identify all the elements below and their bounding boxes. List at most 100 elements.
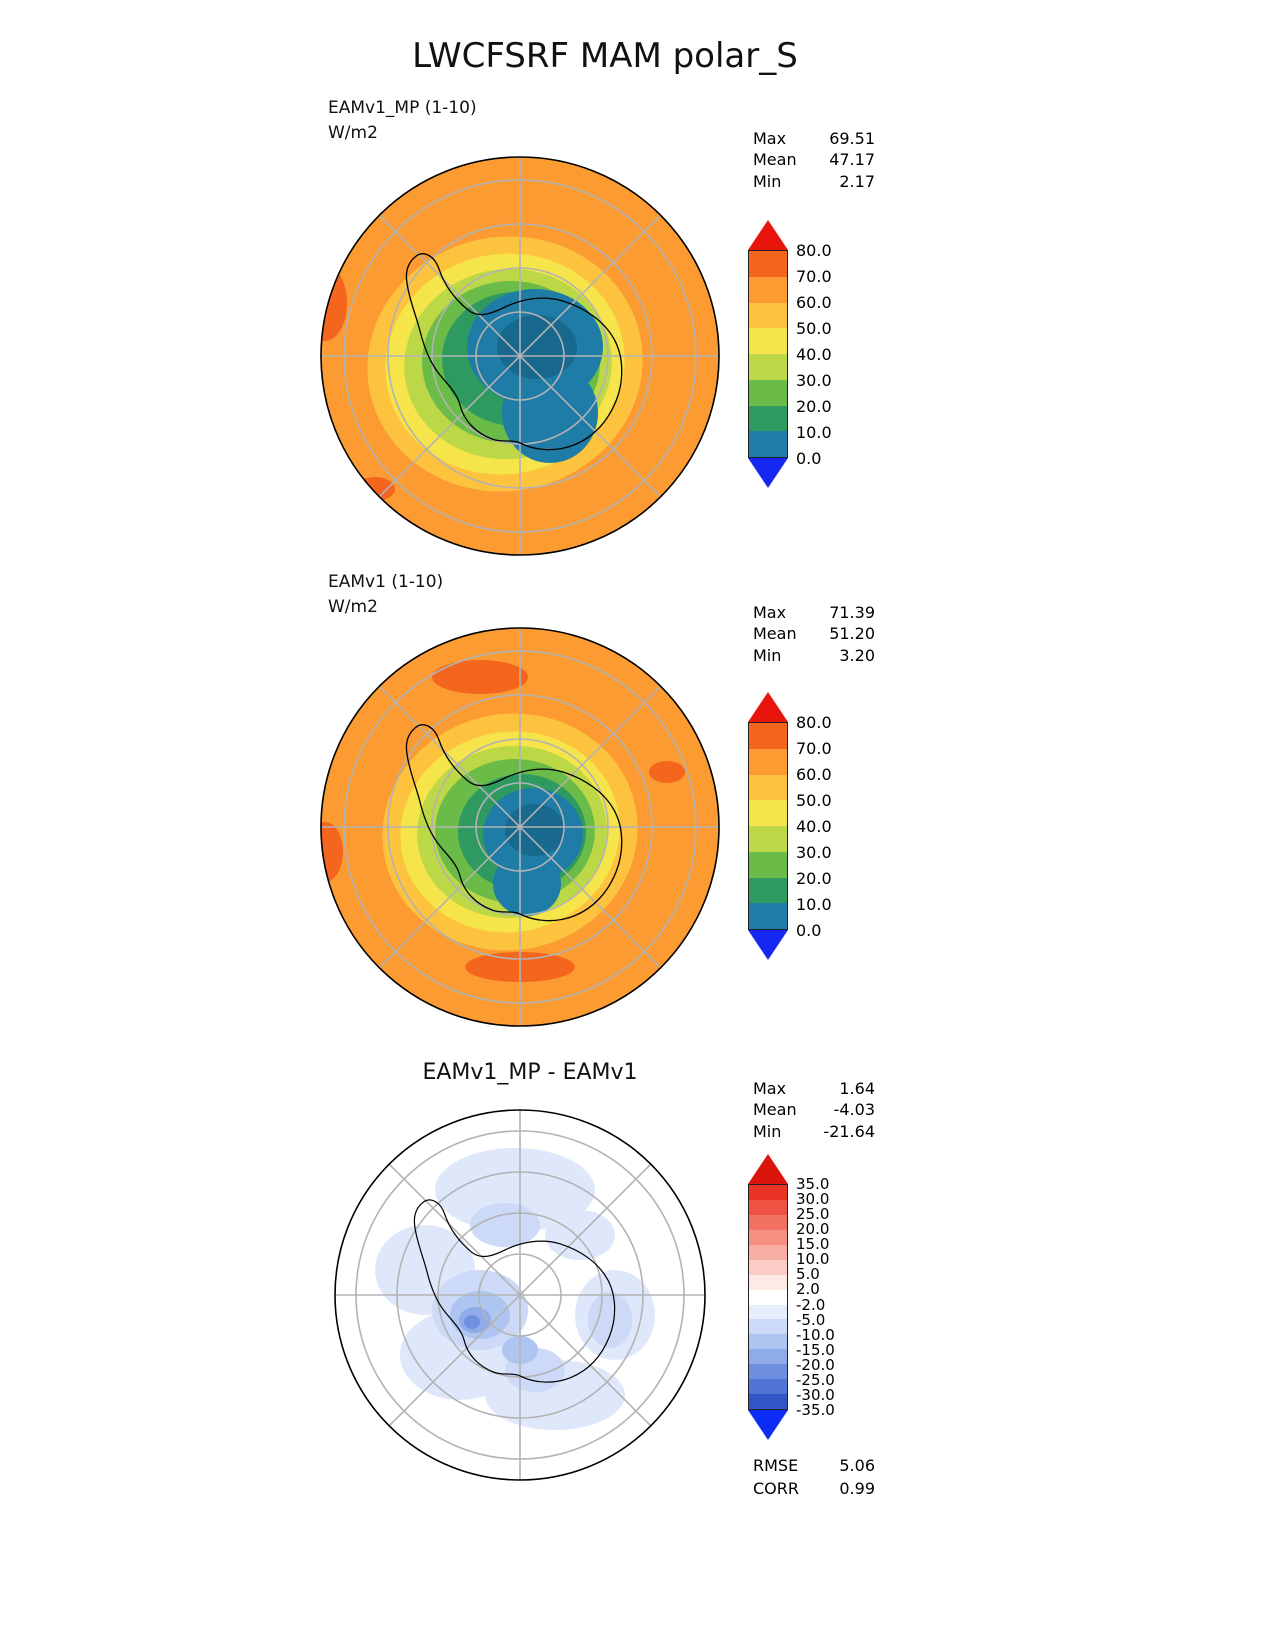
metric-label: RMSE bbox=[753, 1456, 799, 1475]
colorbar-over-arrow bbox=[748, 1154, 788, 1184]
stat-row: Mean 51.20 bbox=[753, 623, 875, 644]
colorbar-segment bbox=[749, 1364, 787, 1380]
colorbar-over-arrow bbox=[748, 692, 788, 722]
antarctica-coastline bbox=[405, 724, 623, 922]
panel2-map bbox=[320, 627, 720, 1027]
panel2-units-label: W/m2 bbox=[328, 596, 378, 617]
panel2-polar-graticule bbox=[321, 628, 719, 1026]
stat-label: Min bbox=[753, 645, 782, 665]
panel2-label: EAMv1 (1-10) W/m2 bbox=[328, 570, 443, 619]
colorbar-segment bbox=[749, 1334, 787, 1350]
panel1-polar-graticule bbox=[321, 157, 719, 555]
stat-label: Min bbox=[753, 1121, 782, 1141]
panel2-colorbar bbox=[748, 692, 788, 960]
colorbar-segment bbox=[749, 1394, 787, 1410]
stat-row: Mean -4.03 bbox=[753, 1099, 875, 1120]
panel1-colorbar-ticks: 80.0 70.0 60.0 50.0 40.0 30.0 20.0 10.0 0.0 bbox=[796, 240, 832, 468]
stat-value: 3.20 bbox=[839, 645, 875, 665]
stat-row: Max 71.39 bbox=[753, 602, 875, 623]
colorbar-segment bbox=[749, 1259, 787, 1275]
colorbar-segment bbox=[749, 251, 787, 277]
panel2-stats: Max 71.39 Mean 51.20 Min 3.20 bbox=[753, 602, 875, 666]
stat-value: 71.39 bbox=[829, 603, 875, 622]
colorbar-segment bbox=[749, 748, 787, 775]
colorbar-segment bbox=[749, 1319, 787, 1335]
panel3-map bbox=[334, 1109, 706, 1481]
metric-value: 0.99 bbox=[839, 1479, 875, 1499]
panel1-map bbox=[320, 156, 720, 556]
panel2-dataset-label: EAMv1 (1-10) bbox=[328, 572, 444, 592]
stat-value: 1.64 bbox=[839, 1079, 875, 1098]
stat-row: Min -21.64 bbox=[753, 1121, 875, 1142]
panel3-colorbar-ticks: 35.0 30.0 25.0 20.0 15.0 10.0 5.0 2.0 -2.0 -5.0 -1… bbox=[796, 1175, 835, 1419]
colorbar-segment bbox=[749, 877, 787, 904]
colorbar-segment bbox=[749, 800, 787, 826]
colorbar-segment bbox=[749, 1349, 787, 1365]
stat-row: Max 69.51 bbox=[753, 128, 875, 149]
panel1-stats: Max 69.51 Mean 47.17 Min 2.17 bbox=[753, 128, 875, 192]
colorbar-segment bbox=[749, 379, 787, 406]
colorbar-segment bbox=[749, 1185, 787, 1200]
panel1-units-label: W/m2 bbox=[328, 122, 378, 143]
colorbar-under-arrow bbox=[748, 458, 788, 488]
map-border bbox=[320, 627, 720, 1027]
stat-value: 51.20 bbox=[829, 624, 875, 644]
stat-label: Mean bbox=[753, 624, 797, 644]
metric-row: CORR 0.99 bbox=[753, 1477, 875, 1500]
colorbar-segment bbox=[749, 276, 787, 303]
colorbar-under-arrow bbox=[748, 930, 788, 960]
panel3-colorbar-bar bbox=[748, 1184, 788, 1410]
stat-value: 47.17 bbox=[829, 150, 875, 170]
metric-label: CORR bbox=[753, 1479, 799, 1499]
colorbar-segment bbox=[749, 1304, 787, 1320]
stat-value: -4.03 bbox=[833, 1100, 875, 1120]
panel1-colorbar-bar bbox=[748, 250, 788, 458]
stat-label: Max bbox=[753, 603, 787, 622]
stat-row: Min 2.17 bbox=[753, 171, 875, 192]
stat-value: 69.51 bbox=[829, 129, 875, 148]
stat-label: Max bbox=[753, 1079, 787, 1098]
colorbar-segment bbox=[749, 1379, 787, 1395]
panel1-dataset-label: EAMv1_MP (1-10) bbox=[328, 98, 477, 118]
colorbar-segment bbox=[749, 1244, 787, 1260]
panel1-label: EAMv1_MP (1-10) W/m2 bbox=[328, 96, 477, 145]
colorbar-segment bbox=[749, 1199, 787, 1215]
stat-label: Max bbox=[753, 129, 787, 148]
antarctica-coastline bbox=[405, 253, 623, 451]
colorbar-segment bbox=[749, 774, 787, 801]
panel2-colorbar-bar bbox=[748, 722, 788, 930]
metric-value: 5.06 bbox=[839, 1456, 875, 1475]
stat-label: Min bbox=[753, 171, 782, 191]
colorbar-segment bbox=[749, 723, 787, 749]
antarctica-coastline bbox=[413, 1199, 616, 1383]
panel3-polar-graticule bbox=[335, 1110, 705, 1480]
panel3-stats: Max 1.64 Mean -4.03 Min -21.64 bbox=[753, 1078, 875, 1142]
colorbar-segment bbox=[749, 405, 787, 432]
colorbar-segment bbox=[749, 302, 787, 329]
figure-title: LWCFSRF MAM polar_S bbox=[412, 36, 798, 76]
map-border bbox=[334, 1109, 706, 1481]
panel3-title: EAMv1_MP - EAMv1 bbox=[422, 1060, 638, 1085]
colorbar-segment bbox=[749, 1274, 787, 1290]
stat-label: Mean bbox=[753, 150, 797, 170]
panel1-colorbar bbox=[748, 220, 788, 488]
stat-value: -21.64 bbox=[823, 1121, 875, 1141]
colorbar-segment bbox=[749, 903, 787, 929]
stat-row: Min 3.20 bbox=[753, 645, 875, 666]
colorbar-segment bbox=[749, 1289, 787, 1305]
colorbar-segment bbox=[749, 1229, 787, 1245]
colorbar-over-arrow bbox=[748, 220, 788, 250]
stat-row: Max 1.64 bbox=[753, 1078, 875, 1099]
map-border bbox=[320, 156, 720, 556]
colorbar-segment bbox=[749, 431, 787, 457]
colorbar-segment bbox=[749, 1214, 787, 1230]
stat-value: 2.17 bbox=[839, 171, 875, 191]
colorbar-under-arrow bbox=[748, 1410, 788, 1440]
metric-row: RMSE 5.06 bbox=[753, 1454, 875, 1477]
stat-row: Mean 47.17 bbox=[753, 149, 875, 170]
panel3-colorbar bbox=[748, 1154, 788, 1440]
colorbar-segment bbox=[749, 354, 787, 380]
colorbar-segment bbox=[749, 851, 787, 878]
stat-label: Mean bbox=[753, 1100, 797, 1120]
